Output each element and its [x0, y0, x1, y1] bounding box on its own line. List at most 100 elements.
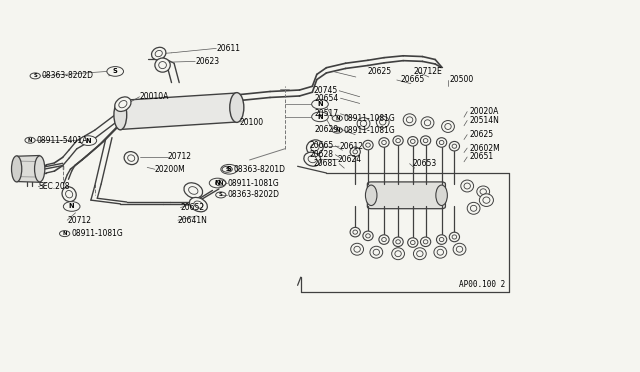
Circle shape	[107, 67, 124, 76]
Ellipse shape	[406, 117, 413, 123]
Text: 08911-5401A: 08911-5401A	[36, 136, 88, 145]
Text: 20653: 20653	[412, 159, 436, 168]
Text: 20624: 20624	[338, 155, 362, 164]
Text: 20665: 20665	[401, 76, 425, 84]
Ellipse shape	[114, 100, 127, 130]
Circle shape	[63, 202, 80, 211]
Ellipse shape	[184, 183, 203, 198]
Text: N: N	[335, 128, 340, 133]
Ellipse shape	[12, 156, 22, 182]
Ellipse shape	[483, 197, 490, 203]
Text: 20517: 20517	[315, 109, 339, 118]
Text: N: N	[69, 203, 74, 209]
Ellipse shape	[461, 180, 474, 192]
Ellipse shape	[189, 187, 198, 194]
Text: 20628: 20628	[310, 150, 334, 159]
Ellipse shape	[470, 205, 477, 211]
Text: 20629: 20629	[315, 125, 339, 134]
Ellipse shape	[434, 246, 447, 258]
Ellipse shape	[413, 248, 426, 260]
Ellipse shape	[449, 232, 460, 242]
Ellipse shape	[396, 240, 401, 244]
Text: 08911-1081G: 08911-1081G	[227, 179, 279, 187]
Ellipse shape	[420, 237, 431, 247]
Ellipse shape	[155, 51, 163, 57]
Ellipse shape	[393, 136, 403, 145]
Ellipse shape	[392, 248, 404, 260]
Ellipse shape	[449, 141, 460, 151]
Ellipse shape	[423, 138, 428, 143]
Text: 08363-8202D: 08363-8202D	[42, 71, 93, 80]
Text: 20625: 20625	[367, 67, 392, 76]
Ellipse shape	[159, 61, 166, 68]
Text: 20623: 20623	[195, 57, 220, 66]
Text: N: N	[218, 180, 223, 186]
Ellipse shape	[353, 230, 358, 234]
Ellipse shape	[308, 156, 317, 163]
Ellipse shape	[380, 119, 386, 125]
Text: N: N	[62, 231, 67, 236]
Text: 20641N: 20641N	[178, 216, 208, 225]
Ellipse shape	[436, 138, 447, 147]
Text: 20712: 20712	[168, 153, 192, 161]
Ellipse shape	[423, 240, 428, 244]
Ellipse shape	[437, 249, 444, 255]
Ellipse shape	[350, 147, 360, 157]
Text: 20652: 20652	[180, 203, 205, 212]
Ellipse shape	[420, 136, 431, 145]
Ellipse shape	[442, 121, 454, 132]
Ellipse shape	[119, 100, 127, 108]
Text: 20602M: 20602M	[470, 144, 500, 153]
Ellipse shape	[65, 190, 73, 198]
Text: 20200M: 20200M	[155, 165, 186, 174]
Ellipse shape	[376, 116, 389, 128]
Ellipse shape	[373, 249, 380, 255]
Text: 20020A: 20020A	[470, 107, 499, 116]
Ellipse shape	[393, 237, 403, 247]
Ellipse shape	[152, 47, 166, 60]
Ellipse shape	[310, 144, 319, 151]
Ellipse shape	[464, 183, 470, 189]
Ellipse shape	[456, 246, 463, 252]
Ellipse shape	[189, 198, 207, 212]
Text: 20712: 20712	[67, 216, 92, 225]
Text: 20665: 20665	[310, 141, 334, 150]
Text: N: N	[317, 101, 323, 107]
Ellipse shape	[452, 144, 457, 148]
Ellipse shape	[365, 143, 371, 147]
Text: 20010A: 20010A	[140, 92, 169, 101]
Circle shape	[312, 112, 328, 122]
Text: 20712E: 20712E	[413, 67, 442, 76]
Circle shape	[312, 99, 328, 109]
Ellipse shape	[365, 234, 371, 238]
Ellipse shape	[379, 138, 389, 147]
Text: 20745: 20745	[314, 86, 338, 95]
Ellipse shape	[410, 139, 415, 144]
Text: 20500: 20500	[450, 76, 474, 84]
Ellipse shape	[62, 187, 76, 202]
Ellipse shape	[477, 186, 490, 197]
Ellipse shape	[417, 251, 423, 257]
Text: AP00.100 2: AP00.100 2	[460, 280, 506, 289]
Ellipse shape	[445, 124, 451, 129]
Text: 08363-8201D: 08363-8201D	[234, 165, 285, 174]
Ellipse shape	[357, 118, 370, 129]
Text: 08911-1081G: 08911-1081G	[344, 126, 396, 135]
Ellipse shape	[379, 235, 389, 244]
Text: 20612: 20612	[339, 142, 364, 151]
Text: 20651: 20651	[470, 153, 494, 161]
Polygon shape	[17, 155, 40, 182]
Ellipse shape	[124, 152, 138, 164]
Ellipse shape	[194, 201, 203, 208]
Ellipse shape	[439, 140, 444, 145]
Text: N: N	[335, 116, 340, 121]
Ellipse shape	[467, 202, 480, 214]
Text: N: N	[215, 180, 220, 186]
Circle shape	[209, 178, 226, 188]
Text: S: S	[113, 68, 118, 74]
Ellipse shape	[155, 58, 170, 72]
Ellipse shape	[436, 185, 447, 205]
Circle shape	[221, 164, 237, 174]
Text: 20681: 20681	[314, 159, 338, 168]
Ellipse shape	[381, 237, 387, 242]
